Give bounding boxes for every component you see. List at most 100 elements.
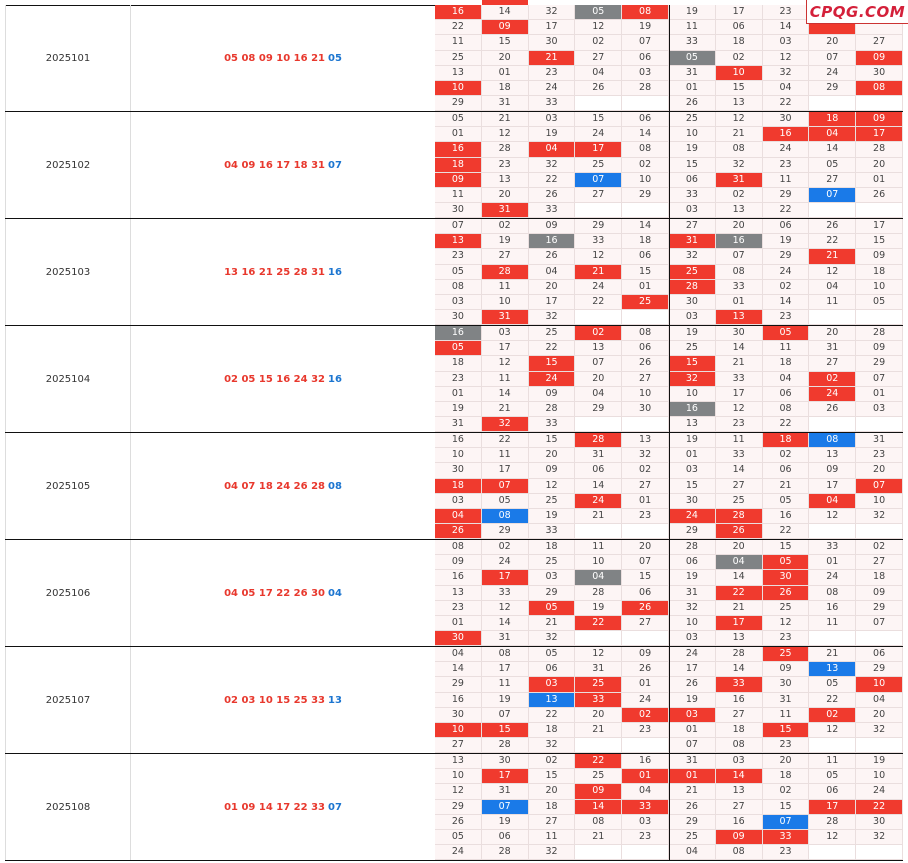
number-cell: 13 bbox=[715, 203, 763, 219]
number-cell: 20 bbox=[762, 754, 810, 770]
number-cell: 21 bbox=[481, 112, 529, 128]
number-cell: 02 bbox=[481, 219, 529, 235]
number-cell: 22 bbox=[575, 295, 623, 311]
number-cell: 32 bbox=[669, 600, 716, 616]
number-cell: 31 bbox=[435, 417, 482, 433]
number-cell: 26 bbox=[622, 356, 669, 372]
number-cell: 01 bbox=[435, 386, 482, 402]
number-cell: 20 bbox=[715, 219, 763, 235]
number-cell: 03 bbox=[481, 326, 529, 342]
number-cell: 15 bbox=[669, 157, 716, 173]
number-cell: 07 bbox=[809, 188, 857, 204]
number-cell: 23 bbox=[762, 738, 810, 754]
number-cell: 09 bbox=[575, 784, 623, 800]
number-cell: 06 bbox=[809, 784, 857, 800]
number-cell: 33 bbox=[715, 677, 763, 693]
number-cell: 16 bbox=[715, 234, 763, 250]
number-cell: 33 bbox=[715, 279, 763, 295]
number-cell: 13 bbox=[575, 341, 623, 357]
number-cell: 19 bbox=[669, 5, 716, 21]
number-cell: 24 bbox=[809, 386, 857, 402]
number-cell: 10 bbox=[856, 279, 903, 295]
number-cell: 10 bbox=[622, 172, 669, 188]
number-cell: 26 bbox=[669, 96, 716, 112]
number-cell: 27 bbox=[856, 35, 903, 51]
number-cell: 24 bbox=[856, 784, 903, 800]
issue-row: 2025108 01 09 14 17 22 33 07 13 30 02 22 16 31 03… bbox=[5, 754, 903, 861]
number-cell: 05 bbox=[528, 600, 576, 616]
number-cell: 31 bbox=[809, 341, 857, 357]
number-cell: 24 bbox=[809, 570, 857, 586]
number-cell: 08 bbox=[856, 81, 903, 97]
number-cell: 26 bbox=[809, 402, 857, 418]
number-cell: 17 bbox=[856, 219, 903, 235]
number-cell: 12 bbox=[809, 509, 857, 525]
blue-ball: 04 bbox=[327, 587, 342, 599]
number-cell bbox=[622, 631, 669, 647]
number-cell: 18 bbox=[762, 769, 810, 785]
number-cell: 27 bbox=[481, 249, 529, 265]
number-cell: 04 bbox=[715, 555, 763, 571]
number-cell: 25 bbox=[669, 830, 716, 846]
number-cell: 31 bbox=[669, 585, 716, 601]
number-cell: 17 bbox=[575, 142, 623, 158]
number-cell: 05 bbox=[528, 647, 576, 663]
number-cell: 14 bbox=[762, 20, 810, 36]
number-cell: 02 bbox=[715, 50, 763, 66]
number-cell: 01 bbox=[856, 386, 903, 402]
number-cell bbox=[622, 738, 669, 754]
number-cell: 02 bbox=[715, 188, 763, 204]
blue-ball: 07 bbox=[327, 801, 342, 813]
number-cell: 06 bbox=[622, 249, 669, 265]
number-cell: 14 bbox=[622, 219, 669, 235]
number-cell: 20 bbox=[622, 540, 669, 556]
number-cell bbox=[575, 845, 623, 861]
number-cell: 09 bbox=[622, 647, 669, 663]
number-cell: 27 bbox=[715, 478, 763, 494]
number-cell bbox=[622, 310, 669, 326]
number-cell: 04 bbox=[575, 65, 623, 81]
number-cell: 10 bbox=[669, 127, 716, 143]
number-cell: 11 bbox=[575, 540, 623, 556]
number-cell: 03 bbox=[669, 203, 716, 219]
blue-ball: 05 bbox=[327, 52, 342, 64]
number-cell: 25 bbox=[575, 157, 623, 173]
number-cell: 27 bbox=[622, 478, 669, 494]
number-cell: 01 bbox=[622, 769, 669, 785]
number-cell: 27 bbox=[575, 50, 623, 66]
number-cell: 11 bbox=[762, 341, 810, 357]
number-cell: 32 bbox=[481, 417, 529, 433]
group-divider bbox=[669, 433, 670, 540]
draw-numbers: 04 05 17 22 26 30 04 bbox=[131, 540, 435, 646]
number-cell: 31 bbox=[669, 754, 716, 770]
number-cell: 15 bbox=[528, 356, 576, 372]
number-cell: 20 bbox=[528, 279, 576, 295]
number-cell: 23 bbox=[762, 310, 810, 326]
number-cell: 17 bbox=[715, 386, 763, 402]
number-cell: 27 bbox=[856, 555, 903, 571]
number-cell: 11 bbox=[481, 371, 529, 387]
number-cell: 04 bbox=[528, 142, 576, 158]
number-cell: 17 bbox=[856, 127, 903, 143]
issue-number: 2025101 bbox=[5, 5, 131, 111]
number-cell: 14 bbox=[481, 616, 529, 632]
number-cell: 12 bbox=[528, 478, 576, 494]
number-cell bbox=[809, 203, 857, 219]
number-cell: 01 bbox=[481, 65, 529, 81]
number-cell: 17 bbox=[528, 20, 576, 36]
number-cell: 20 bbox=[856, 157, 903, 173]
number-cell: 03 bbox=[528, 112, 576, 128]
number-cell: 22 bbox=[809, 692, 857, 708]
number-cell: 22 bbox=[435, 20, 482, 36]
number-cell: 14 bbox=[622, 127, 669, 143]
number-cell: 30 bbox=[856, 65, 903, 81]
number-cell: 05 bbox=[435, 264, 482, 280]
number-cell: 16 bbox=[435, 570, 482, 586]
number-cell: 29 bbox=[809, 81, 857, 97]
number-cell: 24 bbox=[762, 264, 810, 280]
number-cell: 30 bbox=[435, 707, 482, 723]
number-cell: 03 bbox=[435, 493, 482, 509]
red-balls: 13 16 21 25 28 31 bbox=[224, 266, 325, 278]
number-cell: 16 bbox=[669, 402, 716, 418]
number-cell: 10 bbox=[435, 723, 482, 739]
